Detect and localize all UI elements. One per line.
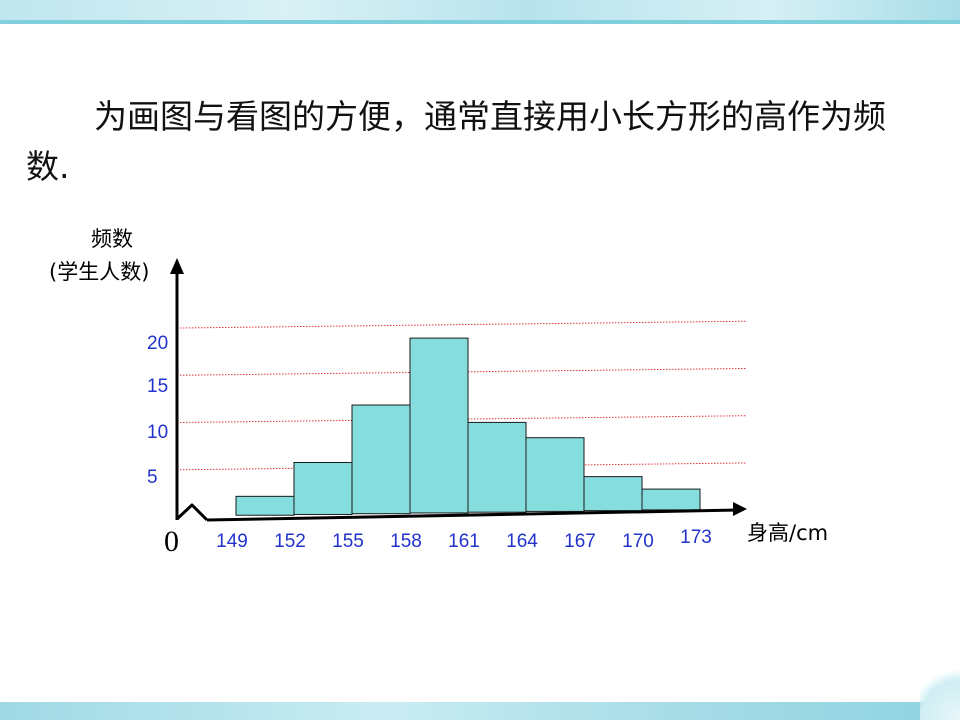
gridline-20 <box>179 320 747 329</box>
x-axis-arrow-icon <box>733 502 747 516</box>
bar-164-167 <box>525 437 585 512</box>
bar-149-152 <box>235 495 295 516</box>
y-tick-label-20: 20 <box>147 333 168 354</box>
y-tick-label-15: 15 <box>147 376 168 397</box>
bar-170-173 <box>641 488 701 511</box>
y-axis-arrow-icon <box>170 258 184 274</box>
bar-152-155 <box>293 461 353 515</box>
x-tick-label-170: 170 <box>622 531 654 552</box>
x-axis-title: 身高/cm <box>747 521 828 545</box>
x-axis-line <box>206 508 739 522</box>
y-tick-label-10: 10 <box>147 422 168 443</box>
y-axis-unit-label: (学生人数) <box>49 260 149 284</box>
x-tick-label-173: 173 <box>680 527 712 548</box>
labels: 5 10 15 20 149 152 155 158 161 164 167 170 173 0 频数 (学生… <box>49 227 828 558</box>
bars <box>235 337 701 516</box>
top-accent-line <box>0 20 960 24</box>
x-tick-label-167: 167 <box>564 531 596 552</box>
x-tick-label-152: 152 <box>274 531 306 552</box>
top-decorative-bar <box>0 0 960 20</box>
x-tick-label-149: 149 <box>216 531 248 552</box>
bar-158-161 <box>409 337 469 514</box>
page-curl-decoration <box>920 660 960 720</box>
axes <box>170 258 747 522</box>
intro-text: 为画图与看图的方便，通常直接用小长方形的高作为频数. <box>26 97 886 186</box>
y-axis-title: 频数 <box>91 227 133 251</box>
x-tick-label-158: 158 <box>390 531 422 552</box>
y-tick-label-5: 5 <box>147 467 158 488</box>
bar-155-158 <box>351 404 411 515</box>
bar-161-164 <box>467 421 527 513</box>
bottom-decorative-bar <box>0 702 960 720</box>
x-tick-label-161: 161 <box>448 531 480 552</box>
bar-167-170 <box>583 476 643 512</box>
origin-label: 0 <box>164 525 179 558</box>
axis-break-icon <box>175 503 209 522</box>
x-tick-label-164: 164 <box>506 531 538 552</box>
x-tick-label-155: 155 <box>332 531 364 552</box>
